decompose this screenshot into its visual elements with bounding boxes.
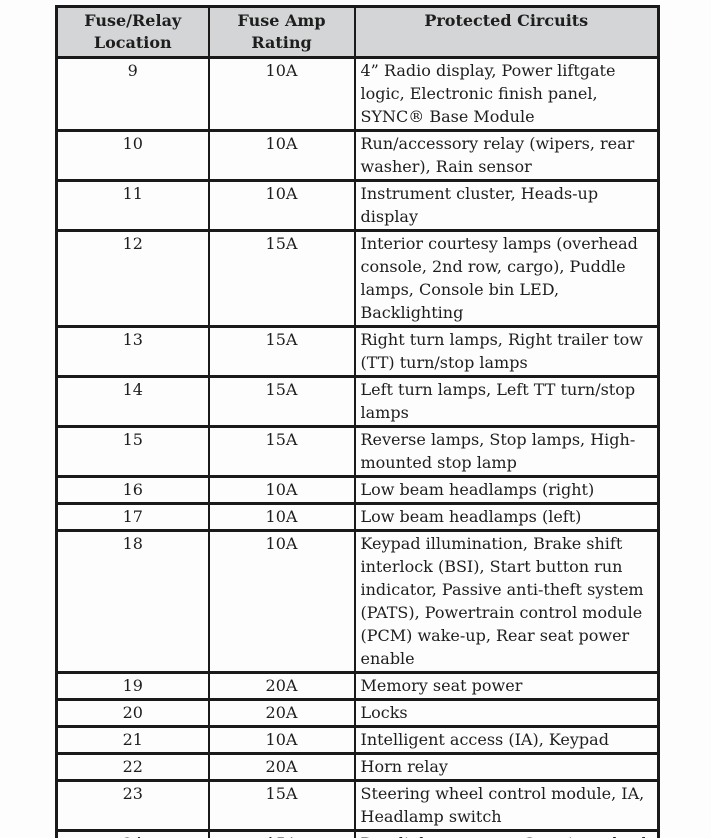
table-row: 22 20A Horn relay bbox=[55, 752, 660, 782]
fuse-location-cell: 15 bbox=[55, 425, 210, 478]
header-fuse-relay-location: Fuse/Relay Location bbox=[55, 5, 210, 59]
table-row: 17 10A Low beam headlamps (left) bbox=[55, 502, 660, 532]
header-fuse-amp-rating: Fuse Amp Rating bbox=[207, 5, 356, 59]
table-row: 12 15A Interior courtesy lamps (overhead c… bbox=[55, 229, 660, 328]
protected-circuits-cell: Low beam headlamps (left) bbox=[353, 502, 660, 532]
amp-rating-cell: 10A bbox=[207, 529, 356, 674]
amp-rating-cell: 20A bbox=[207, 752, 356, 782]
protected-circuits-cell: Left turn lamps, Left TT turn/stop lamps bbox=[353, 375, 660, 428]
fuse-location-cell: 17 bbox=[55, 502, 210, 532]
amp-rating-cell: 10A bbox=[207, 179, 356, 232]
table-header-row: Fuse/Relay Location Fuse Amp Rating Prot… bbox=[55, 5, 660, 59]
fuse-location-cell: 16 bbox=[55, 475, 210, 505]
header-protected-circuits: Protected Circuits bbox=[353, 5, 660, 59]
table-row: 21 10A Intelligent access (IA), Keypad bbox=[55, 725, 660, 755]
amp-rating-cell: 10A bbox=[207, 725, 356, 755]
amp-rating-cell: 10A bbox=[207, 129, 356, 182]
table-row: 20 20A Locks bbox=[55, 698, 660, 728]
amp-rating-cell: 20A bbox=[207, 698, 356, 728]
table-row: 11 10A Instrument cluster, Heads-up displa… bbox=[55, 179, 660, 232]
amp-rating-cell: 15A bbox=[207, 779, 356, 832]
fuse-location-cell: 12 bbox=[55, 229, 210, 328]
fuse-location-cell: 10 bbox=[55, 129, 210, 182]
protected-circuits-cell: Run/accessory relay (wipers, rear washer… bbox=[353, 129, 660, 182]
table-row: 19 20A Memory seat power bbox=[55, 671, 660, 701]
table-row: 2415ADatalink connector, Steering wheel … bbox=[55, 829, 660, 838]
amp-rating-cell: 10A bbox=[207, 502, 356, 532]
amp-rating-cell: 15A bbox=[207, 425, 356, 478]
protected-circuits-cell: Horn relay bbox=[353, 752, 660, 782]
fuse-location-cell: 22 bbox=[55, 752, 210, 782]
fuse-location-cell: 13 bbox=[55, 325, 210, 378]
protected-circuits-cell: Keypad illumination, Brake shift interlo… bbox=[353, 529, 660, 674]
amp-rating-cell: 10A bbox=[207, 475, 356, 505]
protected-circuits-cell: Memory seat power bbox=[353, 671, 660, 701]
fuse-location-cell: 24 bbox=[55, 829, 210, 838]
amp-rating-cell: 20A bbox=[207, 671, 356, 701]
table-row: 9 10A 4” Radio display, Power liftgate log… bbox=[55, 56, 660, 132]
fuse-location-cell: 11 bbox=[55, 179, 210, 232]
table-row: 16 10A Low beam headlamps (right) bbox=[55, 475, 660, 505]
table-row: 15 15A Reverse lamps, Stop lamps, High-mou… bbox=[55, 425, 660, 478]
protected-circuits-cell: Locks bbox=[353, 698, 660, 728]
amp-rating-cell: 15A bbox=[207, 829, 356, 838]
protected-circuits-cell: Steering wheel control module, IA, Headl… bbox=[353, 779, 660, 832]
table-row: 14 15A Left turn lamps, Left TT turn/stop … bbox=[55, 375, 660, 428]
table-row: 13 15A Right turn lamps, Right trailer tow… bbox=[55, 325, 660, 378]
amp-rating-cell: 10A bbox=[207, 56, 356, 132]
fuse-location-cell: 18 bbox=[55, 529, 210, 674]
fuse-location-cell: 20 bbox=[55, 698, 210, 728]
protected-circuits-cell: Interior courtesy lamps (overhead consol… bbox=[353, 229, 660, 328]
fuse-table-body: 9 10A 4” Radio display, Power liftgate log… bbox=[55, 56, 660, 838]
fuse-location-cell: 19 bbox=[55, 671, 210, 701]
protected-circuits-cell: Instrument cluster, Heads-up display bbox=[353, 179, 660, 232]
fuse-location-cell: 21 bbox=[55, 725, 210, 755]
protected-circuits-cell: 4” Radio display, Power liftgate logic, … bbox=[353, 56, 660, 132]
fuse-relay-table: Fuse/Relay Location Fuse Amp Rating Prot… bbox=[55, 5, 660, 838]
amp-rating-cell: 15A bbox=[207, 375, 356, 428]
fuse-location-cell: 23 bbox=[55, 779, 210, 832]
amp-rating-cell: 15A bbox=[207, 325, 356, 378]
protected-circuits-cell: Intelligent access (IA), Keypad bbox=[353, 725, 660, 755]
protected-circuits-cell: Low beam headlamps (right) bbox=[353, 475, 660, 505]
table-row: 18 10A Keypad illumination, Brake shift in… bbox=[55, 529, 660, 674]
table-row: 10 10A Run/accessory relay (wipers, rear w… bbox=[55, 129, 660, 182]
fuse-location-cell: 14 bbox=[55, 375, 210, 428]
fuse-location-cell: 9 bbox=[55, 56, 210, 132]
protected-circuits-cell: Reverse lamps, Stop lamps, High-mounted … bbox=[353, 425, 660, 478]
table-row: 23 15A Steering wheel control module, IA, … bbox=[55, 779, 660, 832]
protected-circuits-cell: Datalink connector, Steering wheel contr… bbox=[353, 829, 660, 838]
amp-rating-cell: 15A bbox=[207, 229, 356, 328]
protected-circuits-cell: Right turn lamps, Right trailer tow (TT)… bbox=[353, 325, 660, 378]
